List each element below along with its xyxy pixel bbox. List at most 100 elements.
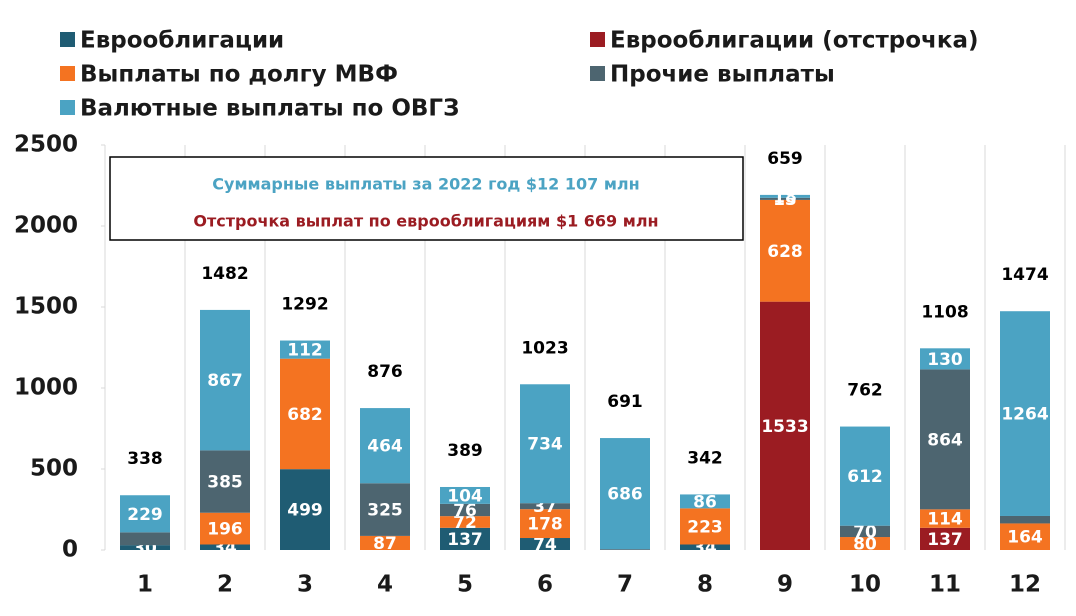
data-label: 86 bbox=[693, 492, 717, 512]
x-tick-label: 5 bbox=[457, 572, 473, 598]
bar-segment bbox=[120, 532, 170, 546]
bar-segment bbox=[1000, 311, 1050, 516]
bar-segment bbox=[1000, 515, 1050, 524]
total-label: 1292 bbox=[281, 295, 328, 315]
total-label: 876 bbox=[367, 362, 403, 382]
data-label: 734 bbox=[527, 435, 563, 455]
legend-label: Валютные выплаты по ОВГЗ bbox=[80, 96, 459, 122]
bar-segment bbox=[520, 384, 570, 504]
x-tick-label: 10 bbox=[849, 572, 881, 598]
data-label: 18 bbox=[773, 187, 797, 207]
bar-segment bbox=[280, 358, 330, 470]
data-label: 178 bbox=[527, 515, 563, 535]
data-label: 1264 bbox=[1001, 405, 1048, 425]
data-label: 499 bbox=[287, 501, 323, 521]
bar-segment bbox=[120, 545, 170, 550]
bar-segment bbox=[200, 512, 250, 545]
data-label: 612 bbox=[847, 467, 883, 487]
bar-segment bbox=[760, 199, 810, 302]
bar-segment bbox=[520, 509, 570, 539]
bar-segment bbox=[1000, 523, 1050, 550]
data-label: 137 bbox=[927, 530, 963, 550]
bar-segment bbox=[600, 438, 650, 550]
x-tick-label: 12 bbox=[1009, 572, 1041, 598]
bar-segment bbox=[360, 535, 410, 550]
legend-swatch bbox=[590, 66, 605, 81]
bar-segment bbox=[520, 503, 570, 510]
data-label: 130 bbox=[927, 350, 963, 370]
data-label: 13 bbox=[773, 190, 797, 210]
total-label: 691 bbox=[607, 392, 643, 412]
bar-segment bbox=[760, 194, 810, 198]
bar-segment bbox=[200, 544, 250, 550]
y-tick-label: 0 bbox=[62, 537, 78, 563]
data-label: 164 bbox=[1007, 528, 1043, 548]
total-label: 389 bbox=[447, 441, 483, 461]
total-label: 338 bbox=[127, 449, 163, 469]
x-tick-label: 1 bbox=[137, 572, 153, 598]
bar-segment bbox=[440, 527, 490, 550]
total-label: 659 bbox=[767, 149, 803, 169]
bar-segment bbox=[440, 486, 490, 504]
legend-label: Еврооблигации (отстрочка) bbox=[610, 28, 978, 54]
data-label: 682 bbox=[287, 405, 323, 425]
x-tick-label: 2 bbox=[217, 572, 233, 598]
y-tick-label: 1500 bbox=[14, 294, 78, 320]
data-label: 87 bbox=[373, 534, 397, 554]
total-label: 342 bbox=[687, 448, 723, 468]
bar-segment bbox=[680, 508, 730, 545]
bar-segment bbox=[200, 309, 250, 451]
bar-segment bbox=[920, 369, 970, 510]
total-label: 762 bbox=[847, 381, 883, 401]
data-label: 76 bbox=[453, 501, 477, 521]
bar-segment bbox=[680, 544, 730, 550]
data-label: 72 bbox=[453, 513, 477, 533]
x-tick-label: 4 bbox=[377, 572, 393, 598]
legend-swatch bbox=[590, 32, 605, 47]
data-label: 104 bbox=[447, 486, 483, 506]
y-tick-label: 1000 bbox=[14, 375, 78, 401]
bar-segment bbox=[520, 538, 570, 550]
data-label: 229 bbox=[127, 505, 163, 525]
bar-segment bbox=[760, 301, 810, 550]
data-label: 112 bbox=[287, 341, 323, 361]
bar-segment bbox=[440, 503, 490, 517]
data-label: 325 bbox=[367, 501, 403, 521]
legend-label: Выплаты по долгу МВФ bbox=[80, 62, 398, 88]
annotation-box bbox=[109, 156, 744, 241]
total-label: 1482 bbox=[201, 264, 248, 284]
y-tick-label: 500 bbox=[30, 456, 78, 482]
data-label: 114 bbox=[927, 510, 963, 530]
bar-segment bbox=[440, 516, 490, 528]
x-tick-label: 9 bbox=[777, 572, 793, 598]
bar-segment bbox=[760, 197, 810, 200]
data-label: 223 bbox=[687, 517, 723, 537]
annotation: Суммарные выплаты за 2022 год $12 107 мл… bbox=[212, 175, 639, 194]
data-label: 464 bbox=[367, 437, 403, 457]
bar-segment bbox=[600, 549, 650, 550]
total-label: 1108 bbox=[921, 302, 968, 322]
y-tick-label: 2500 bbox=[14, 132, 78, 158]
bar-segment bbox=[920, 509, 970, 528]
legend-swatch bbox=[60, 66, 75, 81]
bar-segment bbox=[280, 469, 330, 550]
data-label: 74 bbox=[533, 535, 557, 555]
bar-segment bbox=[840, 537, 890, 550]
data-label: 196 bbox=[207, 520, 243, 540]
data-label: 864 bbox=[927, 430, 963, 450]
x-tick-label: 3 bbox=[297, 572, 313, 598]
legend-swatch bbox=[60, 100, 75, 115]
data-label: 80 bbox=[853, 535, 877, 555]
legend-label: Еврооблигации bbox=[80, 28, 284, 54]
x-tick-label: 6 bbox=[537, 572, 553, 598]
bar-segment bbox=[200, 450, 250, 513]
data-label: 70 bbox=[853, 522, 877, 542]
data-label: 137 bbox=[447, 530, 483, 550]
x-tick-label: 8 bbox=[697, 572, 713, 598]
bar-segment bbox=[840, 426, 890, 526]
data-label: 686 bbox=[607, 485, 643, 505]
bar-segment bbox=[680, 494, 730, 509]
bar-segment bbox=[360, 408, 410, 484]
x-tick-label: 7 bbox=[617, 572, 633, 598]
bar-segment bbox=[920, 348, 970, 370]
